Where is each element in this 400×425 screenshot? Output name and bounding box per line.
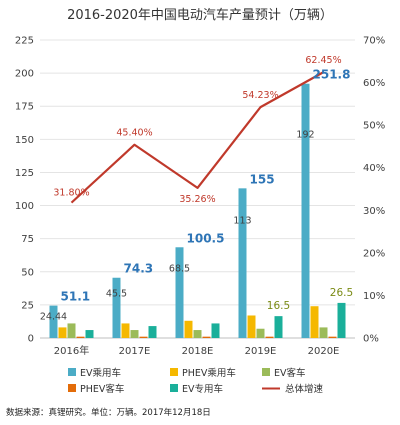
bar-value-label: 68.5 xyxy=(169,264,190,275)
bar xyxy=(301,83,310,338)
x-tick-label: 2017E xyxy=(119,346,151,357)
bar xyxy=(274,316,283,338)
legend-label: EV乘用车 xyxy=(80,367,121,379)
bar xyxy=(256,328,265,338)
total-label: 251.8 xyxy=(313,68,351,82)
growth-label: 54.23% xyxy=(242,90,278,101)
total-label: 74.3 xyxy=(124,262,154,276)
y-left-tick-label: 75 xyxy=(21,234,34,245)
bar xyxy=(85,330,94,338)
growth-label: 62.45% xyxy=(305,55,341,66)
bar xyxy=(193,330,202,338)
y-right-tick-label: 40% xyxy=(363,163,385,174)
total-label: 100.5 xyxy=(187,231,225,245)
bar xyxy=(184,320,193,338)
bar xyxy=(112,277,121,338)
legend: EV乘用车 PHEV乘用车 EV客车 PHEV客车 EV专用车 总体增速 xyxy=(68,367,324,395)
x-tick-label: 2020E xyxy=(308,346,340,357)
y-right-tick-label: 70% xyxy=(363,36,385,47)
bar-value-label: 45.5 xyxy=(106,289,127,300)
bar xyxy=(211,323,220,338)
y-left-tick-label: 175 xyxy=(15,102,34,113)
y-right-tick-label: 60% xyxy=(363,78,385,89)
x-tick-label: 2018E xyxy=(182,346,214,357)
bar xyxy=(328,336,337,338)
y-left-tick-label: 100 xyxy=(15,201,34,212)
y-right-tick-label: 0% xyxy=(363,334,379,345)
legend-label: 总体增速 xyxy=(285,383,324,395)
bar xyxy=(202,336,211,338)
y-right-tick-label: 50% xyxy=(363,121,385,132)
data-labels: 24.44 45.5 68.5 113 192 16.5 26.5 51.1 74.3 100.5… xyxy=(40,55,353,322)
total-label: 51.1 xyxy=(61,290,91,304)
legend-label: PHEV乘用车 xyxy=(182,367,236,379)
legend-swatch xyxy=(262,368,270,376)
x-tick-label: 2019E xyxy=(245,346,277,357)
legend-swatch xyxy=(170,368,178,376)
legend-swatch xyxy=(170,384,178,392)
gridlines xyxy=(40,39,355,306)
bar xyxy=(238,188,247,338)
axes: 0 25 50 75 100 125 150 175 200 225 0% 10% 20% 30% 40% 5… xyxy=(15,36,385,358)
bar-value-label: 26.5 xyxy=(330,287,353,299)
bar-value-label: 24.44 xyxy=(40,311,67,322)
total-label: 155 xyxy=(250,172,275,186)
legend-swatch xyxy=(68,384,76,392)
source-note: 数据来源：真锂研究。单位：万辆。2017年12月18日 xyxy=(6,407,211,418)
y-left-tick-label: 25 xyxy=(21,300,34,311)
y-left-tick-label: 225 xyxy=(15,36,34,47)
bar xyxy=(148,326,157,338)
y-right-tick-label: 10% xyxy=(363,291,385,302)
chart-title: 2016-2020年中国电动汽车产量预计（万辆） xyxy=(67,7,333,23)
y-right-tick-label: 20% xyxy=(363,248,385,259)
legend-label: EV客车 xyxy=(274,367,306,379)
bar-value-label: 113 xyxy=(233,215,251,226)
bar xyxy=(247,315,256,338)
bar xyxy=(76,336,85,338)
bar xyxy=(58,327,67,338)
bar-value-label: 192 xyxy=(296,129,314,140)
legend-label: PHEV客车 xyxy=(80,383,124,395)
bar xyxy=(265,336,274,338)
y-left-tick-label: 125 xyxy=(15,168,34,179)
bar xyxy=(319,327,328,338)
y-left-tick-label: 200 xyxy=(15,69,34,80)
bar xyxy=(337,302,346,338)
y-left-tick-label: 50 xyxy=(21,267,34,278)
legend-label: EV专用车 xyxy=(182,383,223,395)
growth-line-group xyxy=(70,71,325,204)
bar xyxy=(67,323,76,338)
y-right-tick-label: 30% xyxy=(363,206,385,217)
bar xyxy=(139,336,148,338)
growth-label: 35.26% xyxy=(179,194,215,205)
bar xyxy=(310,306,319,338)
y-left-tick-label: 0 xyxy=(28,334,34,345)
growth-line xyxy=(70,71,325,204)
bar xyxy=(121,323,130,338)
bar xyxy=(130,330,139,338)
bar-value-label: 16.5 xyxy=(267,300,290,312)
growth-label: 31.80% xyxy=(53,188,89,199)
x-tick-label: 2016年 xyxy=(54,344,89,357)
growth-label: 45.40% xyxy=(116,128,152,139)
legend-swatch xyxy=(68,368,76,376)
bar xyxy=(49,305,58,338)
bar xyxy=(175,247,184,338)
y-left-tick-label: 150 xyxy=(15,135,34,146)
bars xyxy=(49,83,346,338)
